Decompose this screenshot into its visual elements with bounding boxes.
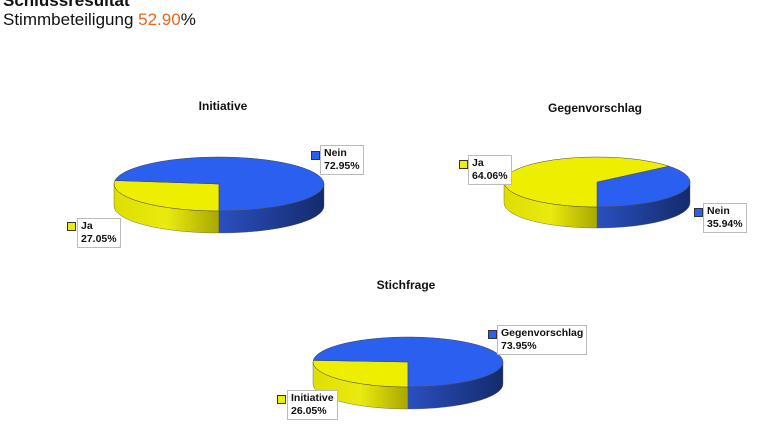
chart-title-gegenvorschlag: Gegenvorschlag [547,101,643,115]
legend-swatch-nein [694,208,703,217]
legend-swatch-initiative [277,395,286,404]
legend-swatch-gegenvorschlag [488,330,497,339]
page-title: Schlussresultat [3,0,130,10]
legend-swatch-nein [311,151,320,160]
turnout-value: 52.90 [138,10,181,29]
chart-title-stichfrage: Stichfrage [376,278,436,292]
pie-slice-nein [114,156,325,212]
pie-slice-ja [113,180,220,212]
turnout: Stimmbeteiligung 52.90% [3,10,196,29]
chart-title-initiative: Initiative [198,99,248,113]
label-initiative-ja: Ja 27.05% [77,218,121,248]
pie-slice-gegenvorschlag [312,336,504,388]
label-gegenvorschlag-nein: Nein 35.94% [703,203,747,233]
legend-swatch-ja [67,222,76,231]
pie-slice-nein [596,165,691,208]
label-stichfrage-gegenvorschlag: Gegenvorschlag 73.95% [497,325,588,355]
legend-swatch-ja [459,160,468,169]
label-stichfrage-initiative: Initiative 26.05% [287,390,338,420]
label-gegenvorschlag-ja: Ja 64.06% [468,155,512,185]
pie-slice-ja [503,156,670,208]
pie-slice-initiative [312,360,409,388]
label-initiative-nein: Nein 72.95% [320,145,364,175]
